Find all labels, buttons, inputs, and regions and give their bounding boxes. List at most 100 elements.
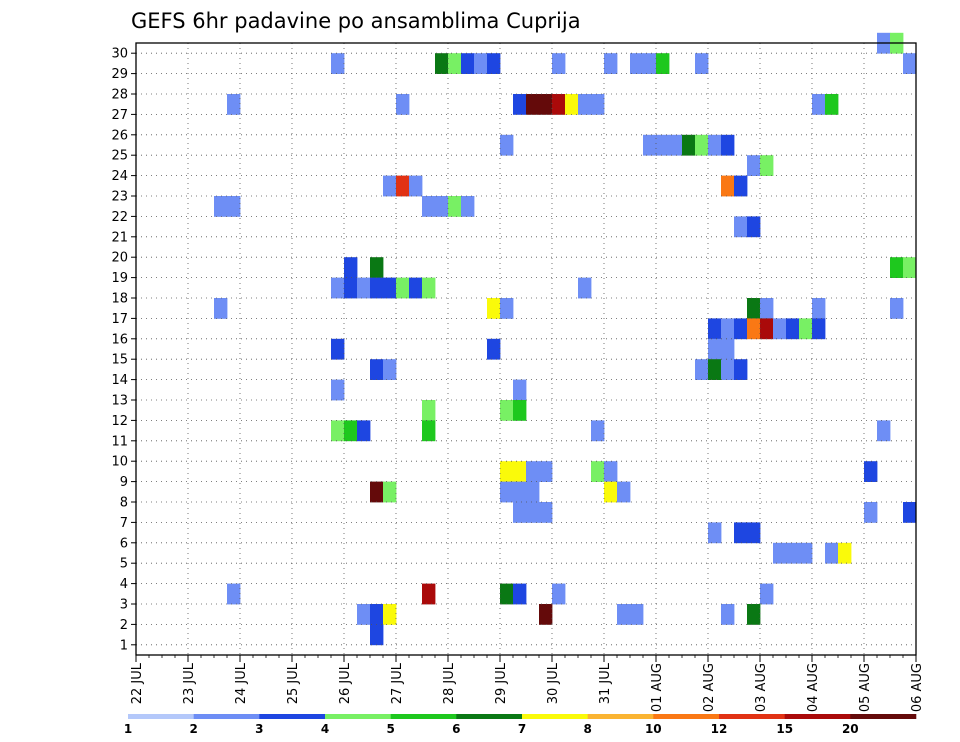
- colorbar-swatch: [128, 714, 194, 719]
- data-cell: [539, 94, 553, 115]
- data-cell: [812, 318, 826, 340]
- data-cell: [370, 624, 384, 646]
- y-tick-label: 15: [111, 353, 128, 368]
- y-tick-label: 1: [120, 638, 128, 653]
- x-tick-label: 26 JUL: [338, 662, 353, 704]
- data-cell: [617, 481, 631, 503]
- y-tick-label: 28: [111, 88, 128, 103]
- x-tick-label: 01 AUG: [650, 663, 665, 712]
- data-cell: [747, 155, 761, 176]
- data-cell: [396, 175, 410, 197]
- data-cell: [786, 542, 800, 564]
- heatmap-cells: [214, 32, 917, 646]
- data-cell: [656, 134, 670, 156]
- data-cell: [461, 53, 475, 74]
- data-cell: [864, 461, 878, 482]
- data-cell: [435, 196, 449, 217]
- colorbar-swatch: [259, 714, 326, 719]
- data-cell: [734, 359, 748, 380]
- data-cell: [669, 134, 683, 156]
- x-tick-label: 25 JUL: [286, 662, 301, 704]
- data-cell: [513, 481, 527, 503]
- data-cell: [773, 318, 787, 340]
- data-cell: [877, 420, 891, 442]
- data-cell: [760, 583, 774, 605]
- y-tick-label: 14: [111, 373, 128, 388]
- data-cell: [552, 94, 566, 115]
- chart-title: GEFS 6hr padavine po ansamblima Cuprija: [131, 9, 581, 33]
- y-tick-label: 30: [111, 47, 128, 62]
- data-cell: [331, 277, 345, 299]
- grid-lines: [136, 43, 916, 655]
- x-tick-label: 29 JUL: [494, 662, 509, 704]
- data-cell: [721, 359, 735, 380]
- data-cell: [513, 461, 527, 482]
- data-cell: [539, 502, 553, 523]
- data-cell: [396, 94, 410, 115]
- data-cell: [708, 318, 722, 340]
- data-cell: [422, 583, 436, 605]
- data-cell: [396, 277, 410, 299]
- data-cell: [604, 481, 618, 503]
- x-tick-label: 03 AUG: [754, 663, 769, 712]
- colorbar-swatch: [719, 714, 785, 719]
- colorbar-swatch: [193, 714, 260, 719]
- y-axis: 1234567891011121314151617181920212223242…: [111, 47, 136, 653]
- data-cell: [552, 53, 566, 74]
- data-cell: [474, 53, 488, 74]
- colorbar-swatch: [325, 714, 391, 719]
- data-cell: [552, 583, 566, 605]
- colorbar: 1 2 3 4 5 6 7 8 10 12 15 20: [124, 714, 917, 736]
- x-tick-label: 30 JUL: [546, 662, 561, 704]
- y-tick-label: 8: [120, 496, 128, 511]
- data-cell: [721, 604, 735, 625]
- y-tick-label: 4: [120, 577, 128, 592]
- y-tick-label: 11: [111, 434, 128, 449]
- data-cell: [734, 175, 748, 197]
- data-cell: [604, 461, 618, 482]
- y-tick-label: 29: [111, 67, 128, 82]
- data-cell: [903, 257, 917, 278]
- colorbar-label: 10: [645, 722, 662, 736]
- data-cell: [383, 359, 397, 380]
- data-cell: [227, 94, 241, 115]
- data-cell: [214, 298, 228, 319]
- data-cell: [760, 298, 774, 319]
- y-tick-label: 9: [120, 475, 128, 490]
- data-cell: [409, 277, 423, 299]
- data-cell: [448, 53, 462, 74]
- data-cell: [721, 134, 735, 156]
- data-cell: [331, 379, 345, 401]
- y-tick-label: 22: [111, 210, 128, 225]
- data-cell: [591, 461, 605, 482]
- data-cell: [227, 583, 241, 605]
- data-cell: [448, 196, 462, 217]
- data-cell: [539, 604, 553, 625]
- data-cell: [344, 277, 358, 299]
- data-cell: [422, 196, 436, 217]
- data-cell: [383, 481, 397, 503]
- y-tick-label: 26: [111, 128, 128, 143]
- data-cell: [578, 277, 592, 299]
- data-cell: [825, 542, 839, 564]
- x-tick-label: 04 AUG: [806, 663, 821, 712]
- data-cell: [708, 359, 722, 380]
- data-cell: [734, 522, 748, 544]
- colorbar-swatch: [850, 714, 917, 719]
- data-cell: [214, 196, 228, 217]
- colorbar-swatch: [390, 714, 457, 719]
- data-cell: [617, 604, 631, 625]
- x-tick-label: 31 JUL: [598, 662, 613, 704]
- data-cell: [760, 318, 774, 340]
- data-cell: [812, 94, 826, 115]
- data-cell: [370, 604, 384, 625]
- colorbar-label: 7: [518, 722, 526, 736]
- colorbar-label: 1: [124, 722, 132, 736]
- data-cell: [383, 604, 397, 625]
- data-cell: [747, 318, 761, 340]
- data-cell: [422, 420, 436, 442]
- colorbar-label: 20: [842, 722, 859, 736]
- y-tick-label: 21: [111, 230, 128, 245]
- y-tick-label: 6: [120, 536, 128, 551]
- y-tick-label: 12: [111, 414, 128, 429]
